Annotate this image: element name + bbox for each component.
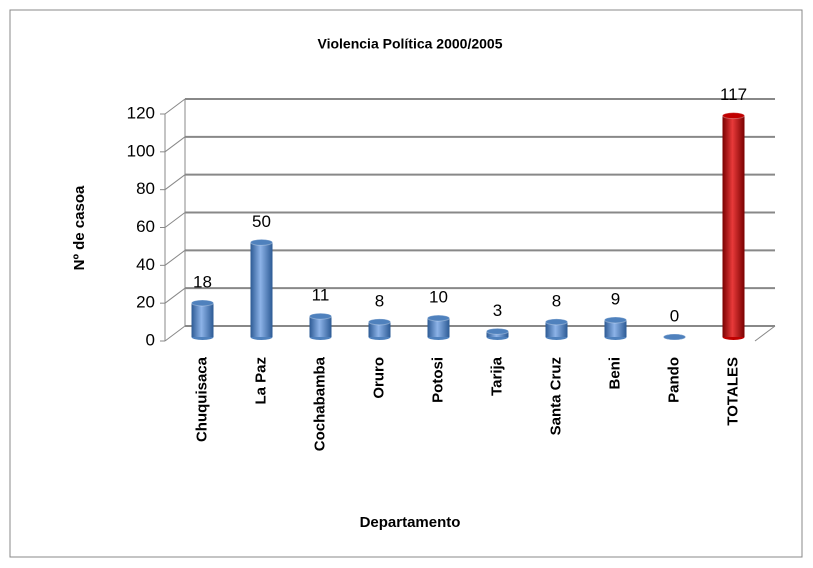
- bar: [427, 318, 450, 337]
- bar-top: [663, 333, 686, 341]
- value-label: 8: [552, 291, 561, 310]
- x-tick-label: Beni: [606, 357, 623, 390]
- y-tick-label: 40: [136, 255, 155, 274]
- grid-line: [164, 212, 186, 228]
- grid-line: [164, 98, 186, 115]
- value-label: 0: [670, 306, 679, 325]
- value-label: 11: [312, 286, 330, 305]
- bar-top: [427, 314, 450, 322]
- chart-border: [9, 9, 803, 558]
- grid-line: [164, 174, 186, 191]
- bar-top: [191, 299, 214, 307]
- grid-line: [164, 136, 186, 153]
- floor-edge: [754, 325, 776, 342]
- x-tick-label: Pando: [665, 357, 682, 403]
- y-tick-label: 60: [136, 217, 155, 236]
- x-tick-label: Chuquisaca: [193, 356, 210, 442]
- x-tick-label: TOTALES: [724, 357, 741, 426]
- bar: [309, 316, 332, 337]
- bar: [604, 319, 627, 337]
- bar-top: [545, 318, 568, 326]
- bar: [722, 115, 745, 337]
- x-tick-label: La Paz: [252, 357, 269, 405]
- y-tick-label: 80: [136, 179, 155, 198]
- x-tick-label: Tarija: [488, 356, 505, 396]
- y-tick-label: 100: [127, 141, 155, 160]
- x-tick-label: Potosi: [429, 357, 446, 403]
- bar-top: [309, 312, 332, 320]
- x-tick-label: Cochabamba: [311, 356, 328, 451]
- value-label: 50: [252, 212, 271, 231]
- bar-top: [486, 327, 509, 335]
- x-tick-label: Santa Cruz: [547, 357, 564, 435]
- y-tick-label: 0: [146, 330, 155, 349]
- y-axis-title: Nº de casoa: [71, 185, 88, 270]
- bar-top: [250, 238, 273, 246]
- grid-line: [164, 249, 186, 266]
- x-axis-title: Departamento: [360, 514, 461, 531]
- y-tick-label: 120: [127, 103, 155, 122]
- grid-line: [164, 325, 186, 342]
- bar: [250, 242, 273, 337]
- y-tick-label: 20: [136, 293, 155, 312]
- bar-top: [722, 112, 745, 120]
- bar: [545, 321, 568, 337]
- grid-line: [164, 287, 186, 304]
- bar-top: [604, 316, 627, 324]
- bar-top: [368, 318, 391, 326]
- value-label: 10: [429, 288, 448, 307]
- value-label: 18: [193, 272, 212, 291]
- value-label: 3: [493, 301, 502, 320]
- value-label: 8: [375, 291, 384, 310]
- bar: [368, 321, 391, 337]
- x-tick-label: Oruro: [370, 357, 387, 399]
- value-label: 9: [611, 289, 620, 308]
- chart-title: Violencia Política 2000/2005: [318, 36, 503, 52]
- value-label: 117: [720, 85, 747, 104]
- bar: [191, 302, 214, 337]
